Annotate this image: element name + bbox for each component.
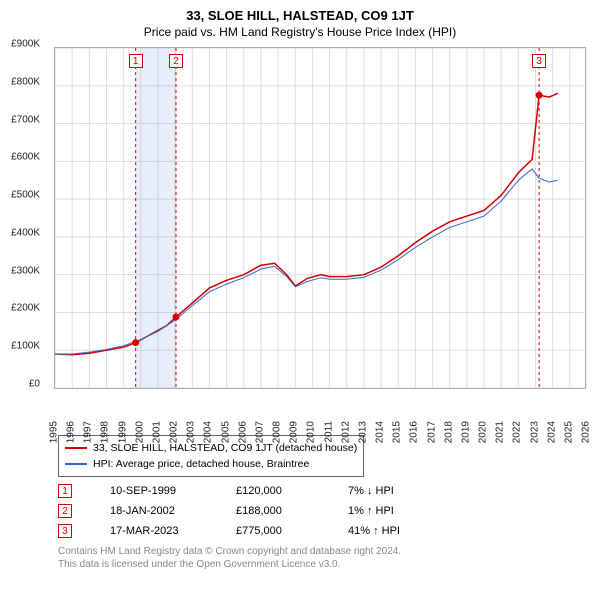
x-tick-label: 2021: [495, 421, 506, 443]
y-tick-label: £100K: [11, 341, 40, 352]
event-price: £120,000: [236, 485, 310, 497]
x-tick-label: 2018: [443, 421, 454, 443]
y-tick-label: £400K: [11, 227, 40, 238]
event-date: 10-SEP-1999: [110, 485, 198, 497]
legend-row: HPI: Average price, detached house, Brai…: [65, 456, 357, 472]
x-tick-label: 2011: [323, 421, 334, 443]
chart-svg: [55, 48, 587, 388]
x-tick-label: 1996: [66, 421, 77, 443]
x-tick-label: 2015: [392, 421, 403, 443]
event-row: 2 18-JAN-2002 £188,000 1% ↑ HPI: [58, 501, 580, 521]
event-delta: 1% ↑ HPI: [348, 505, 394, 517]
x-tick-label: 2004: [203, 421, 214, 443]
x-tick-label: 2020: [478, 421, 489, 443]
x-tick-label: 2017: [426, 421, 437, 443]
x-tick-label: 2025: [563, 421, 574, 443]
x-tick-label: 2012: [340, 421, 351, 443]
event-date: 18-JAN-2002: [110, 505, 198, 517]
x-tick-label: 2014: [375, 421, 386, 443]
x-tick-label: 2016: [409, 421, 420, 443]
events-table: 1 10-SEP-1999 £120,000 7% ↓ HPI 2 18-JAN-2002…: [58, 481, 580, 541]
x-tick-label: 2008: [272, 421, 283, 443]
x-tick-label: 2024: [546, 421, 557, 443]
y-tick-label: £500K: [11, 190, 40, 201]
footer-line-2: This data is licensed under the Open Gov…: [58, 558, 580, 571]
x-tick-label: 2019: [460, 421, 471, 443]
y-tick-label: £900K: [11, 39, 40, 50]
chart-container: 33, SLOE HILL, HALSTEAD, CO9 1JT Price p…: [0, 0, 600, 590]
footer-attribution: Contains HM Land Registry data © Crown c…: [58, 545, 580, 571]
event-marker-icon: 1: [58, 484, 72, 498]
x-tick-label: 2007: [254, 421, 265, 443]
x-tick-label: 2023: [529, 421, 540, 443]
y-tick-label: £700K: [11, 114, 40, 125]
x-tick-label: 2001: [151, 421, 162, 443]
event-date: 17-MAR-2023: [110, 525, 198, 537]
x-tick-label: 2005: [220, 421, 231, 443]
y-tick-label: £300K: [11, 265, 40, 276]
x-tick-label: 2006: [237, 421, 248, 443]
y-axis-labels: £0£100K£200K£300K£400K£500K£600K£700K£80…: [0, 44, 42, 384]
x-tick-label: 1999: [117, 421, 128, 443]
plot-area: 1 2 3: [54, 47, 586, 389]
event-marker-icon: 2: [58, 504, 72, 518]
x-tick-label: 2026: [581, 421, 592, 443]
event-marker-icon: 3: [58, 524, 72, 538]
event-delta: 41% ↑ HPI: [348, 525, 400, 537]
event-marker-3: 3: [532, 54, 546, 68]
event-delta: 7% ↓ HPI: [348, 485, 394, 497]
x-tick-label: 1995: [49, 421, 60, 443]
x-tick-label: 2000: [134, 421, 145, 443]
chart-title: 33, SLOE HILL, HALSTEAD, CO9 1JT: [10, 8, 590, 23]
event-marker-1: 1: [129, 54, 143, 68]
event-marker-2: 2: [169, 54, 183, 68]
x-tick-label: 2022: [512, 421, 523, 443]
x-tick-label: 2009: [289, 421, 300, 443]
footer-line-1: Contains HM Land Registry data © Crown c…: [58, 545, 580, 558]
event-row: 1 10-SEP-1999 £120,000 7% ↓ HPI: [58, 481, 580, 501]
event-price: £775,000: [236, 525, 310, 537]
y-tick-label: £600K: [11, 152, 40, 163]
y-tick-label: £200K: [11, 303, 40, 314]
event-price: £188,000: [236, 505, 310, 517]
event-row: 3 17-MAR-2023 £775,000 41% ↑ HPI: [58, 521, 580, 541]
x-tick-label: 2002: [169, 421, 180, 443]
x-tick-label: 2013: [357, 421, 368, 443]
x-axis-labels: 1995199619971998199920002001200220032004…: [54, 389, 586, 427]
legend-swatch: [65, 463, 87, 465]
x-tick-label: 1997: [83, 421, 94, 443]
legend-swatch: [65, 447, 87, 449]
x-tick-label: 2003: [186, 421, 197, 443]
chart-subtitle: Price paid vs. HM Land Registry's House …: [10, 25, 590, 39]
x-tick-label: 1998: [100, 421, 111, 443]
y-tick-label: £800K: [11, 76, 40, 87]
y-tick-label: £0: [29, 379, 40, 390]
legend-label: HPI: Average price, detached house, Brai…: [93, 456, 309, 472]
x-tick-label: 2010: [306, 421, 317, 443]
